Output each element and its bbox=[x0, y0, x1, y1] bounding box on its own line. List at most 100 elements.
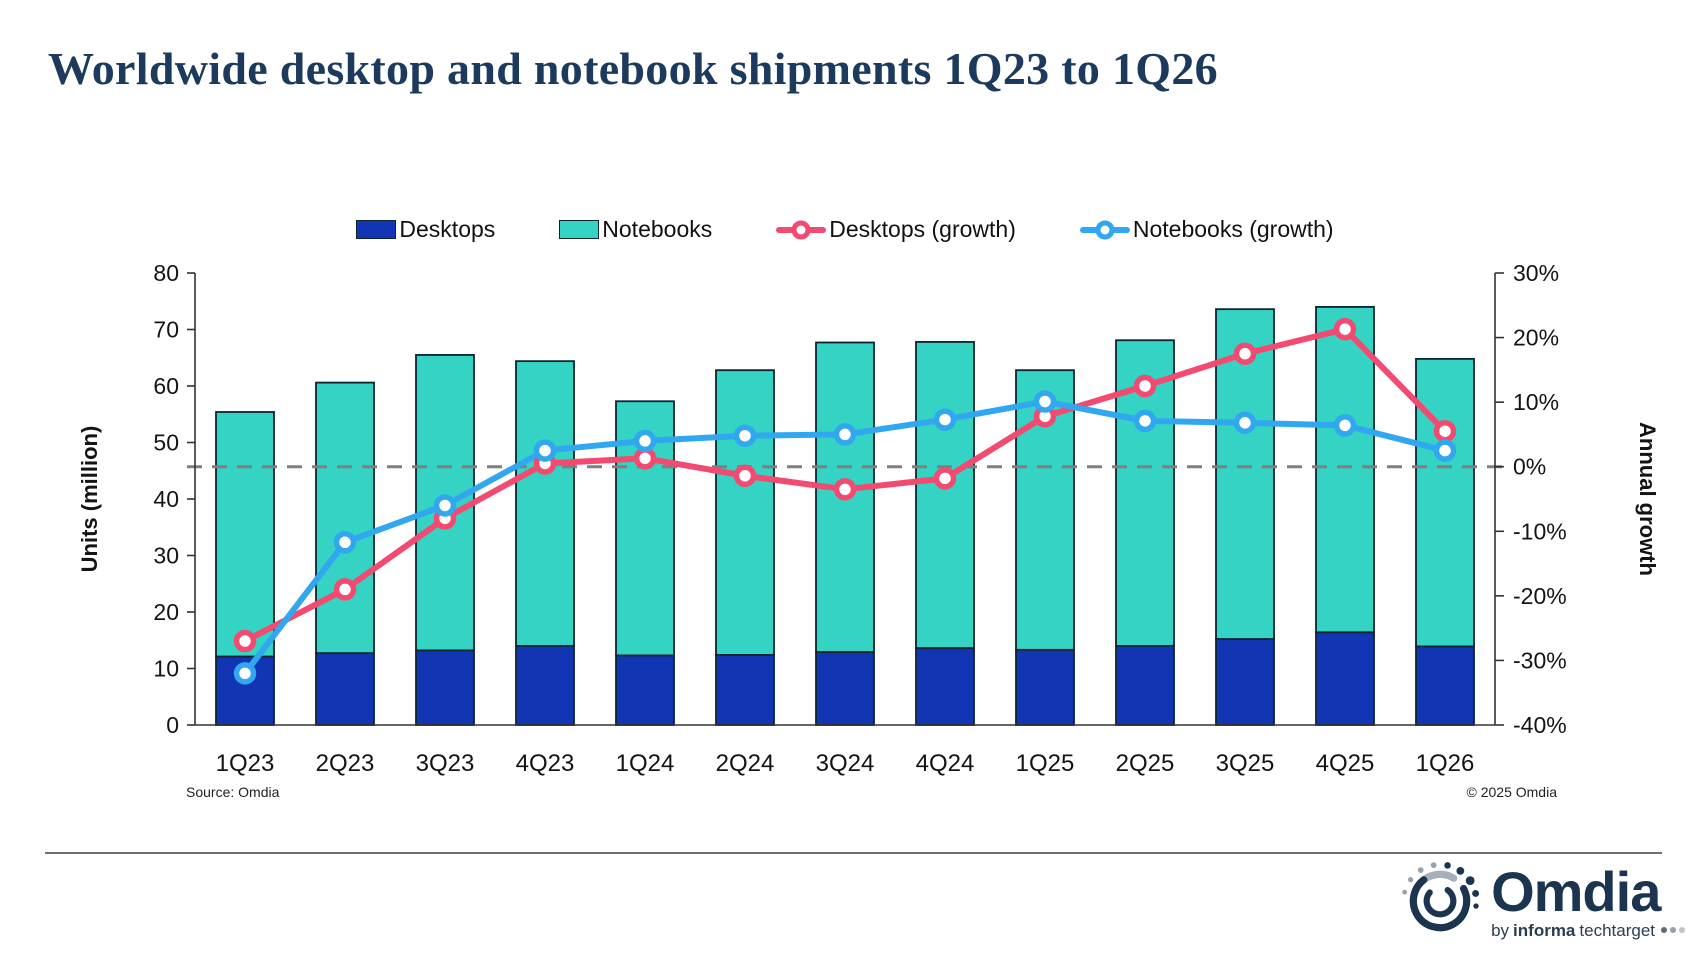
copyright-note: © 2025 Omdia bbox=[1466, 784, 1557, 800]
marker-3Q24 bbox=[833, 423, 857, 446]
right-axis-tick-label: 0% bbox=[1513, 454, 1546, 480]
right-axis-tick-label: -30% bbox=[1513, 647, 1567, 673]
marker-2Q23 bbox=[333, 578, 357, 601]
tagline-techtarget: techtarget bbox=[1579, 920, 1655, 940]
marker-3Q25 bbox=[1233, 411, 1257, 435]
legend-swatch-icon bbox=[356, 220, 397, 239]
right-axis-tick-label: 30% bbox=[1513, 260, 1559, 286]
shipments-combo-chart: 0 10 20 30 40 50 60 70 80 -40% -30% -20% -10% 0% 10% 20… bbox=[77, 260, 1660, 777]
omdia-logo: Omdia by informa techtarget bbox=[1399, 860, 1685, 942]
right-axis-tick-label: -10% bbox=[1513, 518, 1567, 544]
marker-2Q23 bbox=[333, 531, 357, 554]
x-axis-label-2Q25: 2Q25 bbox=[1116, 750, 1175, 777]
bar-notebooks-1Q26 bbox=[1415, 357, 1475, 648]
marker-4Q24 bbox=[933, 408, 957, 431]
right-axis-tick-label: 10% bbox=[1513, 389, 1559, 415]
bar-desktops-2Q23 bbox=[315, 652, 375, 726]
legend-line-sample-icon bbox=[776, 220, 827, 239]
source-note: Source: Omdia bbox=[186, 784, 280, 800]
x-axis-label-2Q24: 2Q24 bbox=[716, 750, 775, 777]
marker-1Q25 bbox=[1033, 390, 1057, 413]
footer-divider bbox=[45, 852, 1662, 854]
legend-label: Notebooks bbox=[602, 216, 713, 242]
marker-4Q25 bbox=[1333, 414, 1357, 437]
x-axis-label-1Q24: 1Q24 bbox=[616, 750, 675, 777]
x-axis-label-1Q23: 1Q23 bbox=[216, 750, 275, 777]
legend-item-notebooks: Notebooks bbox=[559, 216, 712, 243]
left-axis-tick-label: 80 bbox=[153, 260, 179, 286]
marker-1Q23 bbox=[233, 662, 257, 685]
bar-notebooks-4Q23 bbox=[515, 360, 575, 647]
bar-desktops-3Q23 bbox=[415, 649, 475, 726]
legend-swatch-icon bbox=[559, 220, 600, 239]
x-axis-label-1Q26: 1Q26 bbox=[1416, 750, 1475, 777]
marker-1Q24 bbox=[633, 429, 657, 453]
marker-1Q26 bbox=[1433, 439, 1457, 462]
marker-3Q25 bbox=[1233, 342, 1257, 365]
right-axis-tick-label: 20% bbox=[1513, 325, 1559, 351]
left-axis-tick-label: 30 bbox=[153, 543, 179, 569]
tagline-by: by bbox=[1491, 920, 1510, 940]
tagline-informa: informa bbox=[1513, 920, 1576, 940]
left-axis-tick-label: 20 bbox=[153, 599, 179, 625]
marker-1Q24 bbox=[633, 447, 657, 470]
legend-item-desktops: Desktops bbox=[356, 216, 495, 243]
marker-2Q25 bbox=[1133, 374, 1157, 398]
bar-desktops-3Q25 bbox=[1215, 638, 1275, 726]
bar-notebooks-1Q23 bbox=[215, 411, 275, 658]
bar-desktops-2Q25 bbox=[1115, 645, 1175, 726]
omdia-tagline: by informa techtarget bbox=[1491, 922, 1685, 939]
legend-item-desktops-growth-: Desktops (growth) bbox=[776, 216, 1016, 243]
x-axis-label-1Q25: 1Q25 bbox=[1016, 750, 1075, 777]
left-axis-tick-label: 0 bbox=[166, 712, 179, 738]
left-axis-tick-label: 60 bbox=[153, 373, 179, 399]
right-axis-title: Annual growth bbox=[1635, 422, 1660, 576]
bar-notebooks-2Q24 bbox=[715, 369, 775, 656]
left-axis-title: Units (million) bbox=[77, 426, 102, 573]
marker-3Q24 bbox=[833, 478, 857, 501]
bar-notebooks-4Q24 bbox=[915, 341, 975, 650]
x-axis-label-3Q23: 3Q23 bbox=[416, 750, 475, 777]
left-axis-tick-label: 50 bbox=[153, 430, 179, 456]
tagline-dots-icon bbox=[1661, 927, 1685, 933]
legend-label: Desktops bbox=[399, 216, 496, 242]
left-axis-tick-label: 40 bbox=[153, 486, 179, 512]
omdia-logo-text: Omdia by informa techtarget bbox=[1491, 859, 1685, 939]
bar-desktops-4Q25 bbox=[1315, 631, 1375, 726]
marker-1Q26 bbox=[1433, 419, 1457, 443]
bar-desktops-1Q24 bbox=[615, 654, 675, 726]
marker-4Q24 bbox=[933, 467, 957, 490]
bar-desktops-1Q25 bbox=[1015, 648, 1075, 726]
x-axis-label-2Q23: 2Q23 bbox=[316, 750, 375, 777]
bar-notebooks-4Q25 bbox=[1315, 305, 1375, 634]
left-axis-tick-label: 10 bbox=[153, 656, 179, 682]
markers-notebooks-growth- bbox=[233, 390, 1457, 685]
bar-desktops-1Q26 bbox=[1415, 645, 1475, 726]
marker-2Q24 bbox=[733, 464, 757, 488]
bar-desktops-4Q23 bbox=[515, 645, 575, 726]
page-title: Worldwide desktop and notebook shipments… bbox=[48, 43, 1218, 94]
bar-desktops-2Q24 bbox=[715, 654, 775, 726]
right-axis-tick-label: -40% bbox=[1513, 712, 1567, 738]
marker-2Q24 bbox=[733, 424, 757, 447]
x-axis-label-4Q24: 4Q24 bbox=[916, 750, 975, 777]
marker-3Q23 bbox=[433, 494, 457, 517]
legend-label: Notebooks (growth) bbox=[1132, 216, 1334, 242]
marker-4Q23 bbox=[533, 439, 557, 462]
x-axis-label-3Q25: 3Q25 bbox=[1216, 750, 1275, 777]
x-axis-label-3Q24: 3Q24 bbox=[816, 750, 875, 777]
marker-1Q23 bbox=[233, 629, 257, 653]
marker-4Q25 bbox=[1333, 317, 1357, 341]
omdia-logo-icon bbox=[1402, 862, 1480, 932]
legend-line-sample-icon bbox=[1079, 220, 1130, 239]
bar-desktops-3Q24 bbox=[815, 651, 875, 726]
legend-item-notebooks-growth-: Notebooks (growth) bbox=[1079, 216, 1334, 243]
chart-legend: Desktops Notebooks Desktops (growth) Notebo… bbox=[195, 216, 1495, 243]
marker-2Q25 bbox=[1133, 409, 1157, 433]
bar-notebooks-2Q23 bbox=[315, 381, 375, 655]
left-axis-tick-label: 70 bbox=[153, 317, 179, 343]
right-axis-tick-label: -20% bbox=[1513, 583, 1567, 609]
x-axis-label-4Q23: 4Q23 bbox=[516, 750, 575, 777]
omdia-brand-text: Omdia bbox=[1491, 859, 1661, 923]
